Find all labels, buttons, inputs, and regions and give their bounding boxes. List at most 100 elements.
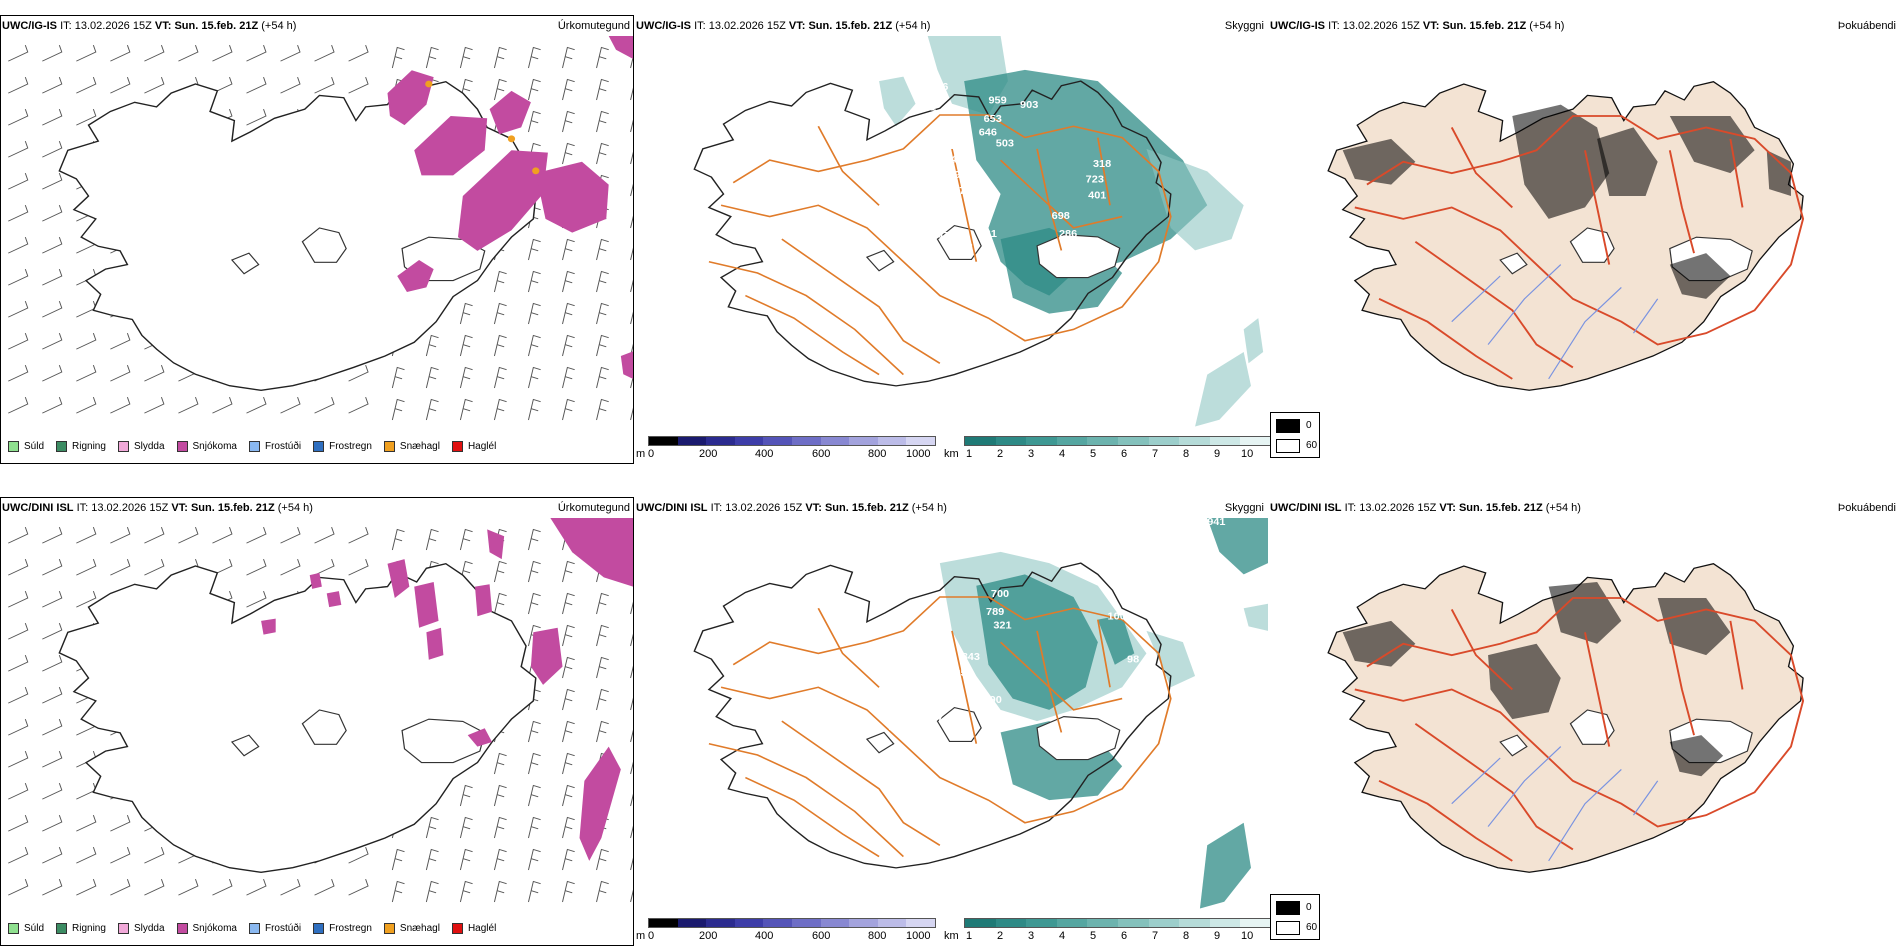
wind-barb [42, 878, 63, 896]
cloud-base-label: 723 [1086, 174, 1104, 186]
wind-barb [212, 396, 233, 414]
visibility-colorbar: km 1 2 3 4 5 6 7 8 9 10 [944, 436, 1272, 460]
init-time: 13.02.2026 15Z [91, 502, 169, 514]
wind-barb [391, 528, 405, 551]
colorbar-step [1240, 919, 1271, 927]
colorbar-step [1148, 919, 1180, 927]
wind-barb [630, 247, 633, 261]
init-time: 13.02.2026 15Z [1359, 502, 1437, 514]
fog-swatch-0 [1276, 901, 1300, 915]
wind-barb [8, 526, 29, 544]
wind-barb [459, 302, 473, 325]
cloud-base-label: 100 [1108, 611, 1126, 623]
wind-barb [459, 366, 473, 389]
visibility-tick: 1 [966, 930, 973, 942]
legend-swatch [451, 923, 463, 934]
wind-barb [630, 665, 633, 679]
visibility-tick: 10 [1241, 448, 1254, 460]
panel-header: UWC/IG-IS IT: 13.02.2026 15Z VT: Sun. 15… [1270, 20, 1565, 32]
cloud-base-label: 843 [962, 652, 980, 664]
visibility-panel-title: Skyggni [1224, 502, 1264, 514]
cloud-base-label: 98 [1127, 654, 1139, 666]
wind-barb [42, 654, 63, 672]
wind-barb [562, 720, 575, 743]
cloud-base-label: 441 [918, 102, 936, 114]
wind-barb [528, 720, 541, 743]
cloud-base-label: 470 [937, 230, 955, 242]
wind-barb [42, 140, 63, 158]
wind-barb [8, 268, 29, 286]
wind-barb [630, 601, 633, 615]
colorbar-step [820, 437, 850, 445]
init-time: 13.02.2026 15Z [708, 20, 786, 32]
wind-barb [110, 76, 131, 94]
model-name: UWC/IG-IS [2, 20, 57, 32]
legend-swatch [176, 923, 188, 934]
colorbar-step [877, 919, 907, 927]
wind-barb [110, 558, 131, 576]
wind-barb [391, 366, 405, 389]
wind-barb [493, 46, 507, 69]
wind-barb [42, 814, 63, 832]
wind-barb [144, 76, 165, 94]
cloud-base-label: 267 [889, 722, 907, 734]
wind-barb [528, 560, 541, 583]
wind-barb [596, 848, 609, 871]
height-unit: m [636, 448, 646, 460]
colorbar-step [906, 437, 935, 445]
visibility-tick: 9 [1214, 448, 1221, 460]
lead-time: (+54 h) [895, 20, 931, 32]
precip-panel-row2 [0, 497, 634, 946]
colorbar-step [1117, 437, 1149, 445]
panel-header: UWC/IG-IS IT: 13.02.2026 15Z VT: Sun. 15… [636, 20, 931, 32]
height-tick: 1000 [906, 448, 931, 460]
wind-barb [630, 697, 633, 711]
wind-barb [459, 46, 473, 69]
precip-panel-title: Úrkomutegund [557, 502, 630, 514]
visibility-unit: km [944, 930, 959, 942]
height-tick: 600 [812, 448, 831, 460]
precip-legend: Súld Rigning Slydda Snjókoma Frostúði Fr… [8, 441, 508, 452]
wind-barb [348, 558, 369, 576]
cloud-base-label: 401 [1088, 190, 1106, 202]
legend-swatch [56, 441, 68, 452]
visibility-tick: 10 [1241, 930, 1254, 942]
wind-barb [76, 814, 97, 832]
height-tick: 200 [699, 448, 718, 460]
wind-barb [314, 558, 335, 576]
wind-barb [76, 396, 97, 414]
wind-barb [562, 560, 575, 583]
wind-barb [42, 590, 63, 608]
wind-barb [212, 526, 233, 544]
fog-map-row1 [1327, 81, 1805, 391]
fog-area [1597, 127, 1658, 196]
wind-barb [596, 592, 609, 615]
wind-barb [8, 718, 29, 736]
wind-barb [178, 878, 199, 896]
low-cloud-area [1207, 518, 1268, 575]
wind-barb [493, 848, 507, 871]
wind-barb [562, 688, 575, 711]
wind-barb [391, 398, 405, 421]
wind-barb [562, 848, 575, 871]
legend-swatch [313, 441, 325, 452]
cloud-base-label: 698 [1052, 210, 1070, 222]
colorbar-step [763, 437, 792, 445]
legend-swatch [383, 441, 395, 452]
wind-barb [630, 151, 633, 165]
wind-barb [280, 558, 301, 576]
wind-barb [630, 729, 633, 743]
legend-item-snaehagl: Snæhagl [383, 441, 440, 452]
panel-header: UWC/IG-IS IT: 13.02.2026 15Z VT: Sun. 15… [2, 20, 297, 32]
wind-barb [42, 236, 63, 254]
legend-item-frostregn: Frostregn [313, 923, 372, 934]
wind-barb [8, 300, 29, 318]
wind-barb [42, 396, 63, 414]
visibility-colorbar-strip [964, 918, 1272, 928]
wind-barb [596, 270, 609, 293]
legend-item-snjokoma: Snjókoma [176, 923, 237, 934]
legend-swatch [451, 441, 463, 452]
wind-barb [42, 300, 63, 318]
precip-panel-row1 [0, 15, 634, 464]
